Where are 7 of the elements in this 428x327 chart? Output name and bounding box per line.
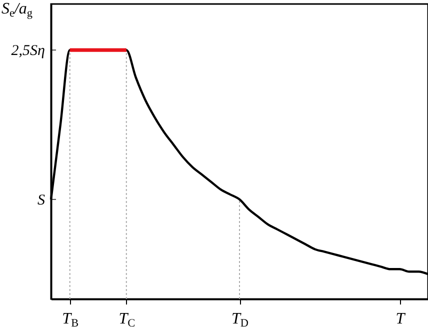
- x-tick-label: T: [396, 310, 406, 327]
- text: 2,5Sη: [11, 43, 45, 60]
- x-tick-label: T$_{D}$: [232, 310, 248, 327]
- x-tick-label: T$_{C}$: [118, 310, 136, 327]
- y-axis-title: S$_{e}$/a$_{g}$: [2, 0, 33, 20]
- text: S: [38, 192, 46, 208]
- x-tick-label: T$_{B}$: [62, 310, 79, 327]
